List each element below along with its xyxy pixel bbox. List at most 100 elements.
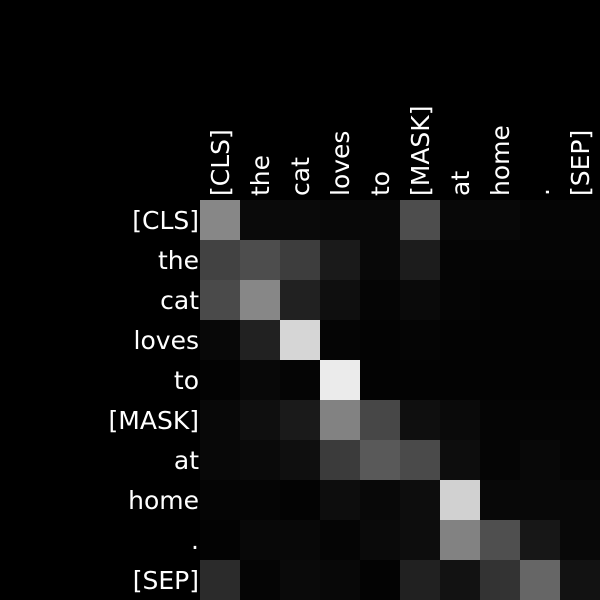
heatmap-cell	[560, 480, 600, 520]
heatmap-cell	[200, 560, 240, 600]
y-tick-label: cat	[160, 286, 199, 315]
heatmap-cell	[440, 240, 480, 280]
x-tick-label: [CLS]	[206, 129, 235, 196]
heatmap-cell	[560, 560, 600, 600]
heatmap-cell	[280, 520, 320, 560]
heatmap-cell	[240, 200, 280, 240]
heatmap-cell	[560, 320, 600, 360]
heatmap-cell	[360, 240, 400, 280]
heatmap-cell	[400, 560, 440, 600]
heatmap-cell	[280, 320, 320, 360]
heatmap-cell	[440, 200, 480, 240]
heatmap-cell	[400, 240, 440, 280]
heatmap-cell	[400, 320, 440, 360]
heatmap-cell	[240, 360, 280, 400]
heatmap-cell	[280, 400, 320, 440]
y-tick-label: [CLS]	[132, 206, 199, 235]
heatmap-cell	[440, 440, 480, 480]
heatmap-cell	[480, 280, 520, 320]
heatmap-cell	[480, 560, 520, 600]
heatmap-cell	[560, 400, 600, 440]
heatmap-cell	[320, 240, 360, 280]
heatmap-cell	[320, 520, 360, 560]
y-tick-label: the	[158, 246, 199, 275]
heatmap-cell	[520, 560, 560, 600]
x-tick-label: [SEP]	[566, 130, 595, 196]
heatmap-cell	[440, 320, 480, 360]
heatmap-cell	[320, 200, 360, 240]
x-tick-label: .	[526, 188, 555, 196]
heatmap-cell	[240, 240, 280, 280]
heatmap-cell	[440, 480, 480, 520]
heatmap-cell	[480, 320, 520, 360]
heatmap-cell	[360, 280, 400, 320]
heatmap-cells	[200, 200, 600, 600]
heatmap-cell	[520, 360, 560, 400]
x-tick-label: [MASK]	[406, 106, 435, 196]
heatmap-cell	[520, 440, 560, 480]
heatmap-cell	[400, 200, 440, 240]
heatmap-cell	[480, 520, 520, 560]
x-tick-label: home	[486, 125, 515, 196]
y-tick-label: loves	[134, 326, 199, 355]
heatmap-cell	[440, 400, 480, 440]
heatmap-cell	[520, 240, 560, 280]
heatmap-cell	[320, 320, 360, 360]
heatmap-cell	[200, 440, 240, 480]
heatmap-cell	[400, 440, 440, 480]
heatmap-cell	[560, 200, 600, 240]
heatmap-cell	[360, 320, 400, 360]
heatmap-cell	[480, 440, 520, 480]
heatmap-cell	[360, 480, 400, 520]
heatmap-cell	[560, 280, 600, 320]
heatmap-cell	[560, 240, 600, 280]
heatmap-cell	[240, 440, 280, 480]
x-tick-label: cat	[286, 157, 315, 196]
heatmap-cell	[280, 200, 320, 240]
heatmap-cell	[400, 360, 440, 400]
heatmap-cell	[440, 560, 480, 600]
y-tick-labels: [CLS] the cat loves to [MASK] at home. [SEP]	[109, 206, 200, 595]
heatmap-cell	[480, 200, 520, 240]
heatmap-cell	[400, 400, 440, 440]
heatmap-cell	[480, 400, 520, 440]
heatmap-cell	[560, 440, 600, 480]
heatmap-cell	[280, 280, 320, 320]
heatmap-cell	[200, 320, 240, 360]
heatmap-cell	[400, 280, 440, 320]
heatmap-cell	[440, 520, 480, 560]
heatmap-cell	[240, 280, 280, 320]
heatmap-cell	[240, 320, 280, 360]
heatmap-cell	[320, 400, 360, 440]
x-tick-label: the	[246, 155, 275, 196]
heatmap-cell	[480, 360, 520, 400]
heatmap-cell	[360, 200, 400, 240]
heatmap-cell	[320, 360, 360, 400]
heatmap-cell	[440, 360, 480, 400]
heatmap-cell	[280, 440, 320, 480]
heatmap-cell	[360, 520, 400, 560]
heatmap-cell	[240, 400, 280, 440]
heatmap-cell	[200, 360, 240, 400]
heatmap-cell	[280, 360, 320, 400]
heatmap-cell	[560, 520, 600, 560]
heatmap-cell	[400, 480, 440, 520]
heatmap-cell	[280, 560, 320, 600]
heatmap-cell	[200, 240, 240, 280]
heatmap-cell	[520, 200, 560, 240]
y-tick-label: to	[174, 366, 199, 395]
x-tick-labels: [CLS] the cat loves to [MASK] at home. [SEP]	[206, 106, 595, 196]
heatmap-cell	[400, 520, 440, 560]
y-tick-label: home	[128, 486, 199, 515]
y-tick-label: [MASK]	[109, 406, 199, 435]
heatmap-cell	[200, 480, 240, 520]
heatmap-cell	[360, 400, 400, 440]
heatmap-cell	[280, 480, 320, 520]
heatmap-cell	[320, 480, 360, 520]
y-tick-label: .	[191, 526, 199, 555]
heatmap-cell	[360, 440, 400, 480]
heatmap-cell	[320, 280, 360, 320]
heatmap-cell	[360, 560, 400, 600]
heatmap-cell	[520, 520, 560, 560]
heatmap-cell	[360, 360, 400, 400]
